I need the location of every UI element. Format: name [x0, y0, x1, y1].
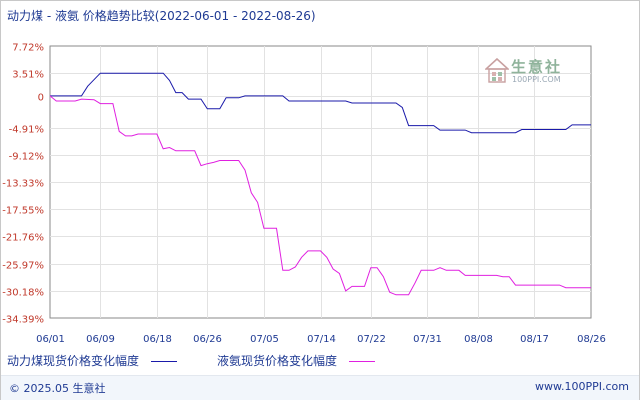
y-tick-label: -4.91% [9, 125, 44, 136]
y-tick-label: 3.51% [12, 70, 44, 81]
y-tick-label: -13.33% [2, 179, 44, 190]
x-tick-label: 07/22 [357, 334, 386, 345]
y-tick-label: -25.97% [2, 261, 44, 272]
x-tick-label: 08/08 [464, 334, 493, 345]
grid-layer [50, 46, 591, 318]
watermark-en-text: 100PPI.COM [512, 75, 561, 84]
chart-title: 动力煤 - 液氨 价格趋势比较(2022-06-01 - 2022-08-26) [7, 9, 316, 23]
legend-label-ammonia: 液氨现货价格变化幅度 [217, 354, 338, 368]
series-line-ammonia [49, 95, 591, 296]
y-tick-label: 0 [38, 93, 44, 104]
watermark-cn-text: 生意社 [511, 58, 563, 76]
y-tick-label: -34.39% [2, 315, 44, 326]
series-layer [49, 72, 591, 296]
legend-item-ammonia: 液氨现货价格变化幅度 [217, 352, 375, 369]
watermark-logo: 生意社 100PPI.COM [485, 56, 585, 90]
y-tick-label: -21.76% [2, 233, 44, 244]
x-tick-label: 08/17 [520, 334, 549, 345]
y-tick-label: -17.55% [2, 206, 44, 217]
footer-copyright: © 2025.05 生意社 [9, 382, 106, 395]
x-tick-label: 06/18 [143, 334, 172, 345]
house-logo-icon [485, 58, 509, 83]
footer-bar: © 2025.05 生意社 www.100PPI.com [1, 375, 639, 400]
y-tick-label: 7.72% [12, 43, 44, 54]
legend-item-coal: 动力煤现货价格变化幅度 [7, 352, 177, 369]
x-tick-label: 06/09 [86, 334, 115, 345]
y-tick-label: -9.12% [9, 152, 44, 163]
legend-swatch-coal [150, 361, 177, 362]
x-tick-label: 07/31 [413, 334, 442, 345]
x-tick-label: 06/26 [193, 334, 222, 345]
x-tick-label: 06/01 [36, 334, 65, 345]
x-tick-label: 07/14 [307, 334, 336, 345]
x-tick-label: 07/05 [250, 334, 279, 345]
axis-layer: 7.72% 3.51% 0 -4.91% -9.12% -13.33% -17.55% -21… [2, 43, 606, 346]
series-line-coal [50, 72, 591, 134]
y-tick-label: -30.18% [2, 288, 44, 299]
footer-site-link[interactable]: www.100PPI.com [535, 380, 629, 393]
x-tick-label: 08/26 [577, 334, 606, 345]
legend-swatch-ammonia [348, 361, 375, 362]
legend-label-coal: 动力煤现货价格变化幅度 [7, 354, 140, 368]
